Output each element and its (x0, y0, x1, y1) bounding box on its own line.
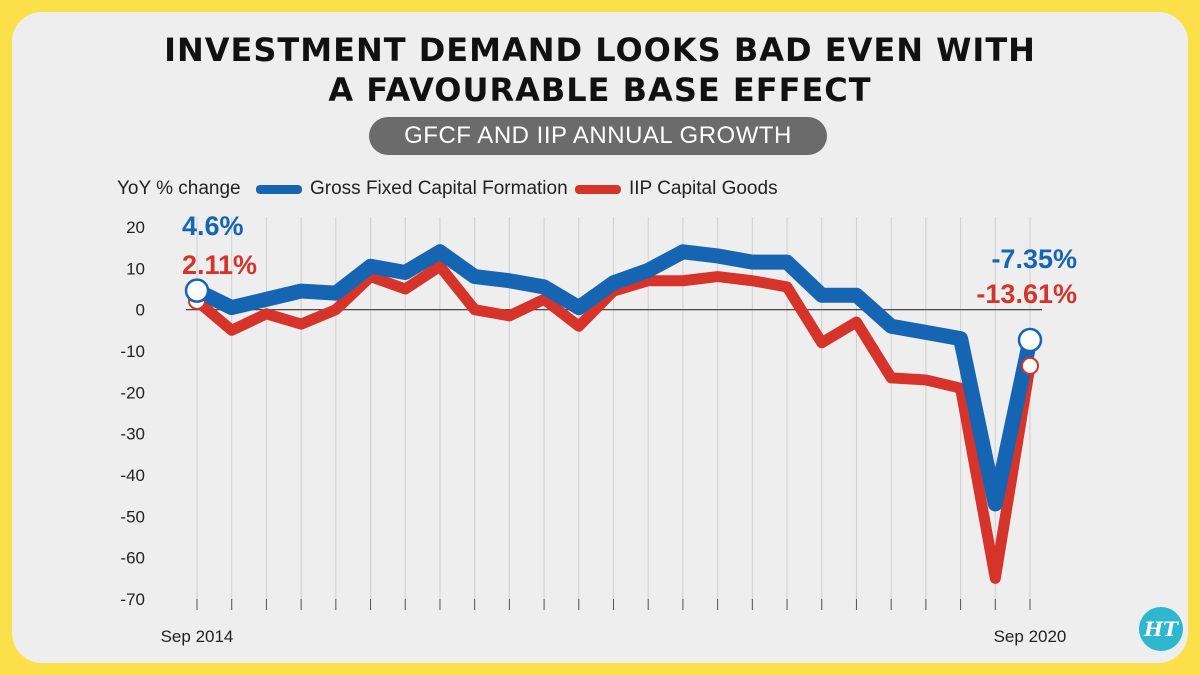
point-marker-gfcf-start (184, 278, 210, 303)
legend-swatch-iip (575, 185, 621, 194)
line-chart: 20 10 0 -10 -20 -30 -40 -50 -60 -70 Sep 2014 Sep 20… (120, 211, 1077, 646)
chart-title-line-1: INVESTMENT DEMAND LOOKS BAD EVEN WITH (164, 31, 1036, 69)
data-label: 2.11% (182, 250, 257, 280)
y-tick-label: 20 (126, 218, 145, 237)
y-tick-label: -50 (120, 507, 145, 526)
legend-label-gfcf: Gross Fixed Capital Formation (310, 178, 568, 199)
y-tick-label: 10 (126, 259, 145, 278)
y-tick-label: -30 (120, 425, 145, 444)
y-tick-label: -40 (120, 466, 145, 485)
data-label: -7.35% (991, 244, 1077, 274)
chart-title-line-2: A FAVOURABLE BASE EFFECT (328, 71, 872, 109)
y-tick-label: -20 (120, 383, 145, 402)
ht-logo: HT (1139, 607, 1183, 651)
point-marker-iip-end (1021, 356, 1039, 375)
data-label: 4.6% (182, 211, 244, 241)
data-label: -13.61% (976, 279, 1077, 309)
point-marker-gfcf-end (1017, 327, 1043, 353)
y-axis-label: YoY % change (117, 178, 241, 199)
series-line-gfcf (189, 244, 1038, 512)
legend-label-iip: IIP Capital Goods (629, 178, 778, 199)
y-tick-label: -60 (120, 549, 145, 568)
y-tick-label: 0 (136, 301, 145, 320)
y-tick-label: -70 (120, 590, 145, 609)
y-tick-label: -10 (120, 342, 145, 361)
chart-card: INVESTMENT DEMAND LOOKS BAD EVEN WITH A … (12, 12, 1188, 663)
chart-subtitle: GFCF AND IIP ANNUAL GROWTH (369, 117, 827, 155)
legend-swatch-gfcf (256, 185, 302, 194)
x-tick-label: Sep 2020 (994, 627, 1067, 646)
x-tick-label: Sep 2014 (161, 627, 234, 646)
